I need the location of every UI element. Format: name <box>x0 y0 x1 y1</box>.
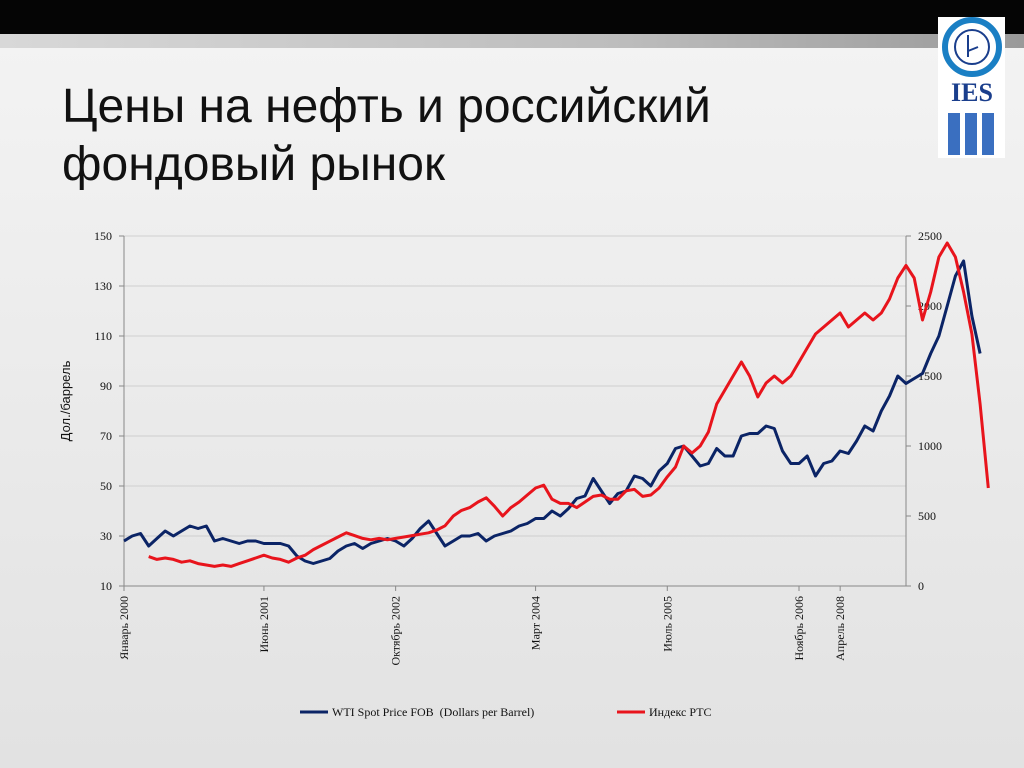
y-tick-label: 130 <box>94 279 112 293</box>
y2-tick-label: 1500 <box>918 369 942 383</box>
y2-tick-label: 2000 <box>918 299 942 313</box>
y-axis-label: Дол./баррель <box>58 360 73 441</box>
y-tick-label: 10 <box>100 579 112 593</box>
top-stripe <box>0 34 1024 48</box>
y-tick-label: 50 <box>100 479 112 493</box>
y2-tick-label: 1000 <box>918 439 942 453</box>
y-tick-label: 110 <box>94 329 112 343</box>
y2-tick-label: 2500 <box>918 229 942 243</box>
logo-graphic: IES <box>942 17 1002 155</box>
logo-bar <box>965 113 977 155</box>
x-tick-label: Январь 2000 <box>117 596 131 660</box>
top-bar <box>0 0 1024 34</box>
logo-text: IES <box>951 78 993 107</box>
legend-label: WTI Spot Price FOB (Dollars per Barrel) <box>332 705 534 719</box>
y2-tick-label: 500 <box>918 509 936 523</box>
x-tick-label: Ноябрь 2006 <box>792 596 806 661</box>
x-tick-label: Июль 2005 <box>660 596 674 652</box>
x-tick-label: Июнь 2001 <box>257 596 271 653</box>
x-tick-label: Март 2004 <box>529 596 543 650</box>
x-tick-label: Октябрь 2002 <box>389 596 403 666</box>
y-tick-label: 30 <box>100 529 112 543</box>
data-line <box>123 259 982 565</box>
data-line <box>148 241 990 568</box>
y-tick-label: 70 <box>100 429 112 443</box>
legend-label: Индекс РТС <box>649 705 712 719</box>
y2-tick-label: 0 <box>918 579 924 593</box>
y-tick-label: 150 <box>94 229 112 243</box>
logo-dial <box>954 29 990 65</box>
y-tick-label: 90 <box>100 379 112 393</box>
logo-bar <box>948 113 960 155</box>
x-tick-label: Апрель 2008 <box>833 596 847 661</box>
logo-bar <box>982 113 994 155</box>
slide-title: Цены на нефть и российский фондовый рыно… <box>62 80 711 191</box>
logo: IES <box>938 17 1005 158</box>
logo-hands <box>967 35 979 57</box>
